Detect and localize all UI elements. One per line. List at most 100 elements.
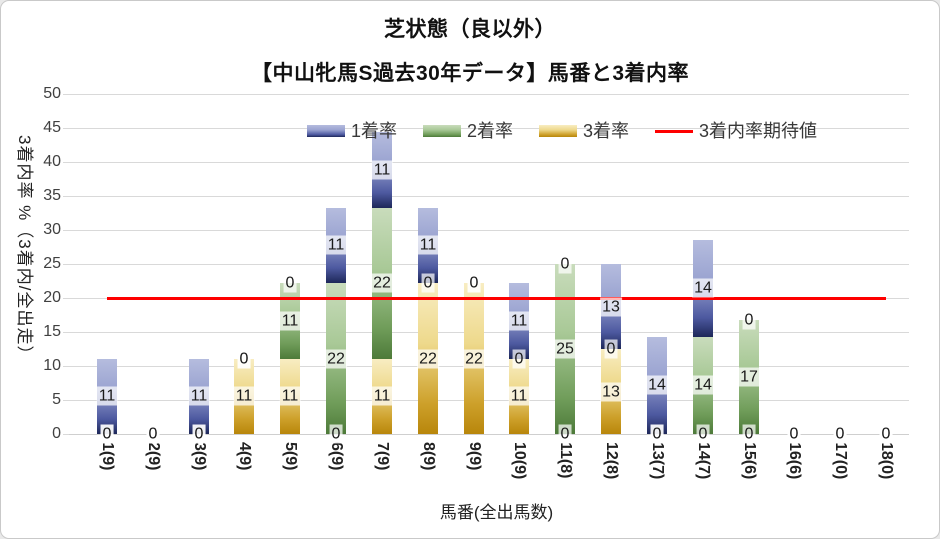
y-tick-mark (63, 298, 69, 299)
y-axis-title: 3着内率 %（3着内/全出走） (15, 135, 34, 364)
legend-label: 1着率 (351, 121, 398, 141)
gridline (69, 128, 909, 129)
y-tick-mark (63, 366, 69, 367)
data-label: 0 (604, 339, 618, 359)
y-tick-mark (63, 400, 69, 401)
data-label: 0 (650, 424, 664, 444)
data-label: 0 (283, 273, 297, 293)
y-tick-mark (63, 128, 69, 129)
data-label: 0 (833, 424, 847, 444)
x-axis-title: 馬番(全出馬数) (439, 503, 554, 522)
data-label: 11 (279, 311, 301, 331)
y-tick-label: 0 (52, 425, 61, 442)
x-tick-label: 14(7) (694, 442, 712, 480)
legend-label: 3着内率期待値 (699, 121, 818, 141)
y-tick-label: 20 (43, 289, 61, 306)
x-tick-label: 12(8) (603, 442, 621, 480)
x-tick-label: 16(6) (786, 442, 804, 480)
x-tick-label: 17(0) (832, 442, 850, 480)
data-label: 13 (600, 382, 622, 402)
expected-value-line (107, 297, 886, 300)
x-tick-label: 18(0) (878, 442, 896, 480)
x-tick-label: 3(9) (190, 442, 208, 471)
y-tick-mark (63, 162, 69, 163)
chart-title-line2: 【中山牝馬S過去30年データ】馬番と3着内率 (250, 62, 690, 85)
data-label: 0 (467, 273, 481, 293)
chart-title-line1: 芝状態（良以外） (384, 18, 556, 41)
gridline (69, 332, 909, 333)
x-tick-label: 15(6) (740, 442, 758, 480)
data-label: 0 (512, 349, 526, 369)
gridline (69, 94, 909, 95)
legend-item-expected-line: 3着内率期待値 (655, 121, 817, 141)
data-label: 0 (787, 424, 801, 444)
data-label: 11 (96, 386, 118, 406)
data-label: 0 (329, 424, 343, 444)
y-tick-label: 50 (43, 85, 61, 102)
y-tick-label: 25 (43, 255, 61, 272)
y-tick-label: 35 (43, 187, 61, 204)
data-label: 11 (233, 386, 255, 406)
data-label: 14 (692, 278, 714, 298)
data-label: 0 (421, 273, 435, 293)
data-label: 0 (237, 349, 251, 369)
chart-legend: 1着率 2着率 3着率 3着内率期待値 (307, 121, 817, 141)
data-label: 11 (371, 386, 393, 406)
gridline (69, 230, 909, 231)
data-label: 17 (738, 367, 760, 387)
legend-item-first-rate: 1着率 (307, 121, 397, 141)
expected-line-swatch-icon (655, 129, 694, 133)
gridline (69, 162, 909, 163)
y-tick-mark (63, 230, 69, 231)
data-label: 0 (100, 424, 114, 444)
y-tick-mark (63, 264, 69, 265)
data-label: 11 (371, 160, 393, 180)
data-label: 14 (692, 375, 714, 395)
x-tick-label: 8(9) (419, 442, 437, 471)
x-tick-label: 6(9) (328, 442, 346, 471)
data-label: 13 (600, 297, 622, 317)
data-label: 0 (879, 424, 893, 444)
data-label: 22 (463, 349, 485, 369)
x-tick-label: 10(9) (511, 442, 529, 480)
y-tick-mark (63, 94, 69, 95)
x-axis-line (69, 434, 909, 435)
y-tick-label: 45 (43, 119, 61, 136)
x-tick-label: 13(7) (648, 442, 666, 480)
x-tick-label: 2(9) (144, 442, 162, 471)
second-rate-swatch-icon (423, 125, 462, 137)
y-tick-label: 30 (43, 221, 61, 238)
data-label: 22 (417, 349, 439, 369)
data-label: 0 (696, 424, 710, 444)
first-rate-swatch-icon (307, 125, 345, 137)
gridline (69, 400, 909, 401)
data-label: 0 (192, 424, 206, 444)
gridline (69, 264, 909, 265)
x-tick-label: 4(9) (236, 442, 254, 471)
y-tick-label: 15 (43, 323, 61, 340)
data-label: 11 (508, 386, 530, 406)
data-label: 0 (558, 424, 572, 444)
y-tick-mark (63, 434, 69, 435)
x-tick-label: 7(9) (373, 442, 391, 471)
data-label: 11 (325, 235, 347, 255)
data-label: 11 (279, 386, 301, 406)
y-tick-label: 40 (43, 153, 61, 170)
legend-item-second-rate: 2着率 (423, 121, 513, 141)
data-label: 11 (417, 235, 439, 255)
legend-item-third-rate: 3着率 (539, 121, 629, 141)
x-tick-label: 1(9) (98, 442, 116, 471)
data-label: 11 (188, 386, 210, 406)
data-label: 25 (554, 339, 576, 359)
y-tick-label: 5 (52, 391, 61, 408)
x-tick-label: 11(8) (557, 442, 575, 479)
third-rate-swatch-icon (539, 125, 578, 137)
data-label: 0 (558, 254, 572, 274)
gridline (69, 366, 909, 367)
data-label: 11 (508, 311, 530, 331)
y-tick-mark (63, 332, 69, 333)
data-label: 0 (742, 424, 756, 444)
data-label: 22 (325, 349, 347, 369)
legend-label: 2着率 (467, 121, 514, 141)
